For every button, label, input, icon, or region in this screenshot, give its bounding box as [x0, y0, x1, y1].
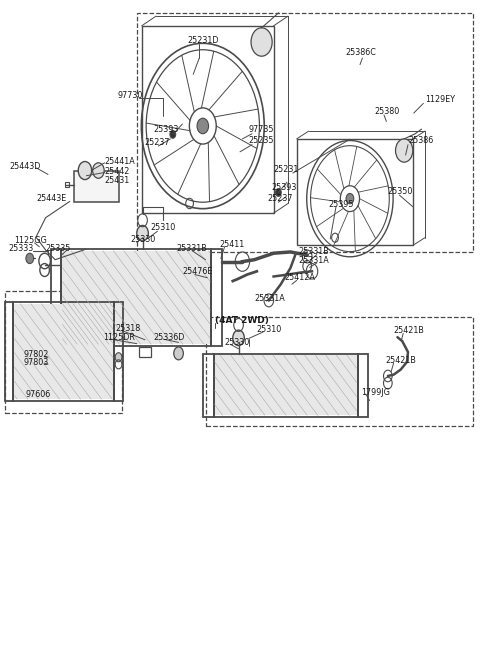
- Circle shape: [197, 118, 208, 134]
- Text: 25333: 25333: [9, 244, 34, 253]
- Text: 25330: 25330: [225, 338, 250, 347]
- Text: 25395: 25395: [329, 200, 354, 209]
- Circle shape: [396, 139, 413, 162]
- Text: 25431: 25431: [105, 176, 130, 185]
- Text: 25331A: 25331A: [299, 256, 329, 265]
- Text: 25380: 25380: [374, 107, 400, 116]
- Text: 25336D: 25336D: [154, 333, 185, 342]
- Bar: [142, 26, 274, 213]
- Bar: [114, 302, 123, 401]
- Bar: [358, 354, 368, 417]
- Circle shape: [170, 130, 176, 138]
- Text: 25393: 25393: [154, 125, 179, 134]
- Text: 25310: 25310: [150, 223, 176, 232]
- Text: 25421B: 25421B: [394, 326, 424, 335]
- Bar: [65, 182, 69, 187]
- Text: 25443E: 25443E: [36, 194, 66, 203]
- Text: 25310: 25310: [257, 325, 282, 334]
- Bar: [51, 249, 61, 346]
- Circle shape: [115, 353, 122, 362]
- Bar: [215, 355, 357, 415]
- Text: (4AT 2WD): (4AT 2WD): [215, 316, 269, 325]
- Text: 25442: 25442: [105, 167, 130, 176]
- Text: 25443D: 25443D: [10, 162, 41, 171]
- Text: 25386C: 25386C: [346, 48, 376, 57]
- Text: 1125GG: 1125GG: [14, 236, 47, 245]
- Text: 25441A: 25441A: [105, 157, 135, 166]
- Text: 1799JG: 1799JG: [361, 388, 390, 397]
- Text: 25235: 25235: [249, 136, 274, 145]
- Text: 25331B: 25331B: [299, 247, 329, 256]
- Circle shape: [233, 330, 244, 346]
- Text: 25411: 25411: [220, 240, 245, 249]
- Text: 25331B: 25331B: [177, 244, 207, 253]
- Bar: [206, 317, 473, 426]
- Text: 97606: 97606: [26, 390, 51, 399]
- Text: 97735: 97735: [249, 125, 274, 134]
- Text: 25318: 25318: [115, 324, 141, 333]
- Text: 25231D: 25231D: [187, 36, 219, 45]
- Bar: [61, 249, 211, 346]
- Text: 97802: 97802: [23, 349, 48, 359]
- Text: 25237: 25237: [267, 194, 293, 203]
- Text: 25350: 25350: [388, 187, 413, 196]
- Text: 25386: 25386: [408, 136, 433, 145]
- Text: 25421B: 25421B: [385, 356, 416, 365]
- Bar: [14, 304, 113, 399]
- Text: 25331A: 25331A: [254, 294, 285, 303]
- Text: 25393: 25393: [271, 183, 297, 192]
- Bar: [13, 302, 114, 401]
- Bar: [211, 249, 222, 346]
- Text: 25476E: 25476E: [182, 267, 213, 276]
- Circle shape: [174, 347, 183, 360]
- Text: 1129EY: 1129EY: [425, 95, 455, 104]
- Circle shape: [26, 253, 34, 264]
- Circle shape: [251, 28, 272, 56]
- Circle shape: [93, 163, 104, 178]
- Text: 25237: 25237: [144, 138, 169, 147]
- Bar: [137, 13, 473, 252]
- Bar: [5, 302, 13, 401]
- Bar: [74, 171, 119, 202]
- Text: 25412A: 25412A: [284, 273, 315, 282]
- Text: 25231: 25231: [274, 165, 299, 174]
- Circle shape: [78, 162, 92, 180]
- Text: 25330: 25330: [131, 234, 156, 244]
- Text: 1125DR: 1125DR: [103, 333, 134, 342]
- Circle shape: [276, 189, 281, 196]
- Bar: [139, 347, 151, 357]
- Circle shape: [346, 193, 354, 203]
- Bar: [5, 291, 122, 413]
- Text: 97730: 97730: [118, 91, 143, 100]
- Text: 97803: 97803: [23, 358, 48, 367]
- Bar: [203, 354, 214, 417]
- Text: 25335: 25335: [46, 244, 71, 253]
- Bar: [214, 354, 358, 417]
- Circle shape: [137, 225, 148, 241]
- Bar: [297, 139, 413, 245]
- Bar: [62, 251, 210, 344]
